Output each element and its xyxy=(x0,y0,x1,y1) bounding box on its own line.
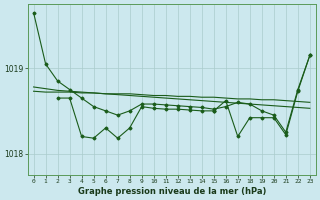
X-axis label: Graphe pression niveau de la mer (hPa): Graphe pression niveau de la mer (hPa) xyxy=(77,187,266,196)
